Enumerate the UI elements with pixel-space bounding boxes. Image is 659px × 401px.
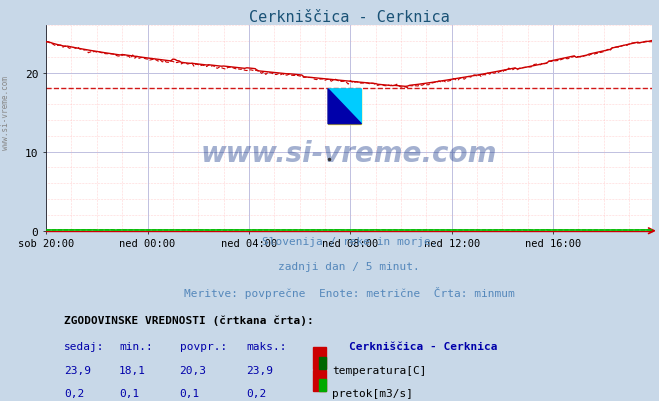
Text: min.:: min.: <box>119 341 153 351</box>
Bar <box>313 370 326 391</box>
Text: temperatura[C]: temperatura[C] <box>332 365 427 375</box>
Text: 18,1: 18,1 <box>119 365 146 375</box>
Title: Cerkniščica - Cerknica: Cerkniščica - Cerknica <box>249 10 449 25</box>
Text: Cerkniščica - Cerknica: Cerkniščica - Cerknica <box>349 341 498 351</box>
Bar <box>319 379 326 391</box>
Text: 23,9: 23,9 <box>246 365 273 375</box>
Text: zadnji dan / 5 minut.: zadnji dan / 5 minut. <box>278 261 420 271</box>
Bar <box>313 347 326 369</box>
Text: pretok[m3/s]: pretok[m3/s] <box>332 388 413 398</box>
Text: Meritve: povprečne  Enote: metrične  Črta: minmum: Meritve: povprečne Enote: metrične Črta:… <box>184 287 515 298</box>
Bar <box>319 357 326 369</box>
Text: www.si-vreme.com: www.si-vreme.com <box>201 139 498 167</box>
Text: ZGODOVINSKE VREDNOSTI (črtkana črta):: ZGODOVINSKE VREDNOSTI (črtkana črta): <box>65 315 314 326</box>
Text: povpr.:: povpr.: <box>179 341 227 351</box>
Text: www.si-vreme.com: www.si-vreme.com <box>1 75 10 149</box>
Text: Slovenija / reke in morje.: Slovenija / reke in morje. <box>262 236 437 246</box>
Text: 0,1: 0,1 <box>119 388 139 398</box>
Bar <box>328 90 361 125</box>
Text: 0,1: 0,1 <box>179 388 200 398</box>
Text: 23,9: 23,9 <box>65 365 92 375</box>
Text: 0,2: 0,2 <box>246 388 266 398</box>
Text: sedaj:: sedaj: <box>65 341 105 351</box>
Polygon shape <box>328 90 361 125</box>
Text: 20,3: 20,3 <box>179 365 206 375</box>
Polygon shape <box>328 90 361 125</box>
Text: 0,2: 0,2 <box>65 388 84 398</box>
Text: maks.:: maks.: <box>246 341 287 351</box>
